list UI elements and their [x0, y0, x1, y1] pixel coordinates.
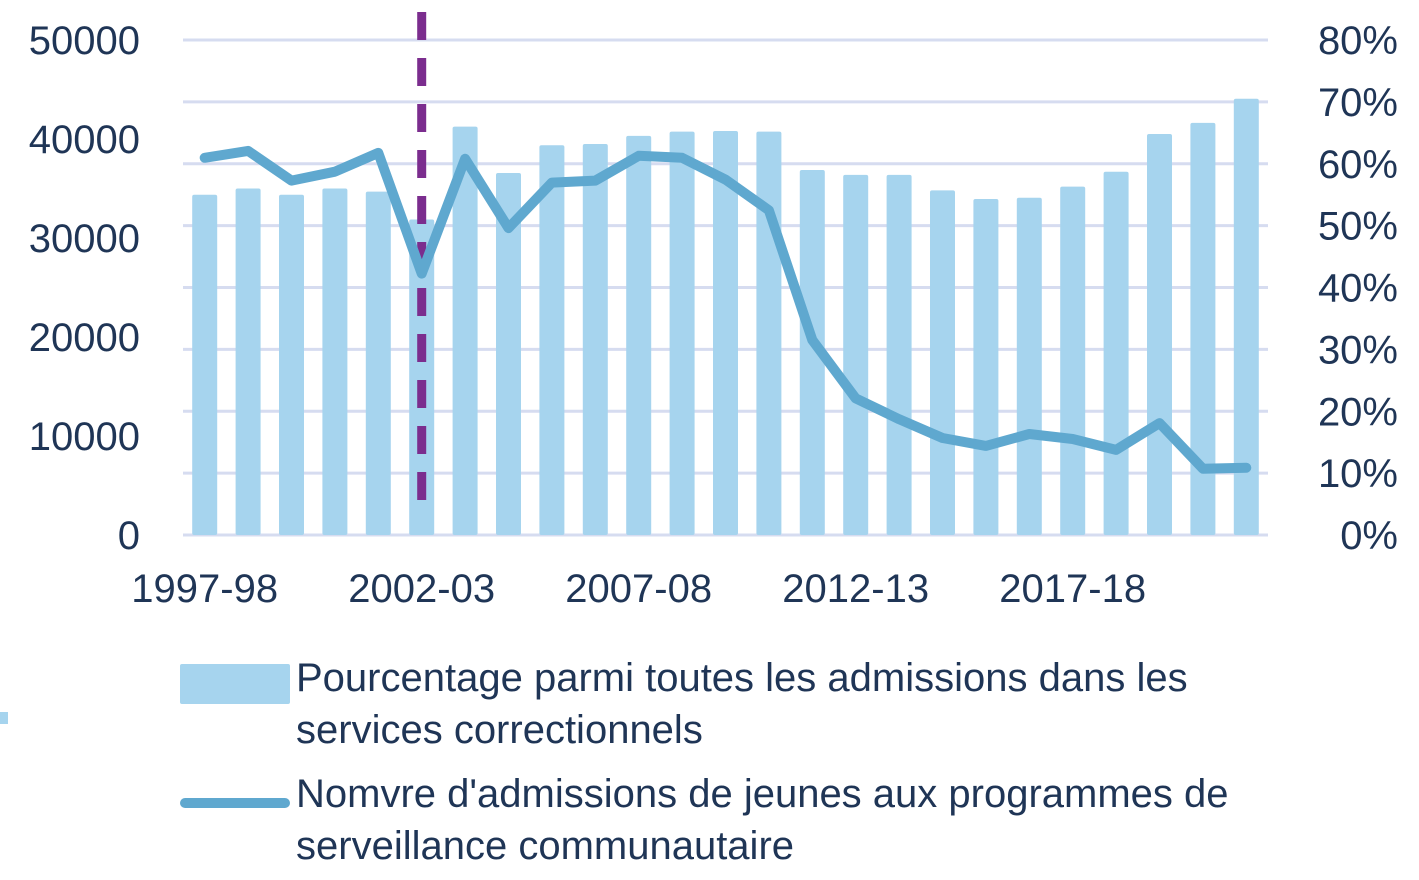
- legend-swatch-bar: [180, 664, 290, 704]
- bar: [886, 174, 912, 535]
- bar: [235, 188, 261, 535]
- bar: [539, 145, 565, 535]
- bar: [409, 219, 435, 535]
- bar: [713, 130, 738, 536]
- x-tick-label: 2012-13: [782, 567, 929, 611]
- bar: [1190, 122, 1216, 535]
- decorative-mark: [0, 712, 8, 724]
- bar: [669, 131, 695, 535]
- y-right-tick-label: 50%: [1318, 205, 1398, 249]
- bar: [192, 194, 218, 535]
- legend: Pourcentage parmi toutes les admissions …: [0, 640, 1419, 880]
- y-right-tick-label: 10%: [1318, 452, 1398, 496]
- bar-series: [192, 98, 1259, 536]
- bar: [1016, 197, 1042, 535]
- y-left-tick-label: 20000: [29, 316, 140, 360]
- legend-item-line: Nomvre d'admissions de jeunes aux progra…: [180, 768, 1326, 872]
- y-right-tick-label: 30%: [1318, 328, 1398, 372]
- bar: [496, 173, 521, 535]
- y-axis-left: 0 10000 20000 30000 40000 50000: [29, 19, 140, 558]
- bar: [973, 199, 999, 536]
- x-axis: 1997-98 2002-03 2007-08 2012-13 2017-18: [131, 567, 1146, 611]
- bar: [799, 169, 825, 535]
- y-axis-right: 0% 10% 20% 30% 40% 50% 60% 70% 80%: [1318, 19, 1398, 558]
- bar: [322, 188, 348, 535]
- y-left-tick-label: 10000: [29, 415, 140, 459]
- legend-label-bars: Pourcentage parmi toutes les admissions …: [296, 656, 1188, 752]
- legend-swatch-line: [180, 798, 290, 808]
- line-series: [199, 145, 1252, 474]
- y-right-tick-label: 80%: [1318, 19, 1398, 63]
- bar: [843, 174, 869, 535]
- bar: [626, 135, 652, 535]
- bar: [1103, 171, 1129, 535]
- bar: [582, 143, 608, 535]
- bar: [365, 191, 391, 535]
- legend-item-bars: Pourcentage parmi toutes les admissions …: [180, 652, 1326, 756]
- chart: 0 10000 20000 30000 40000 50000 0% 10% 20% 30% 40…: [29, 12, 1398, 611]
- y-left-tick-label: 40000: [29, 118, 140, 162]
- y-right-tick-label: 70%: [1318, 81, 1398, 125]
- y-right-tick-label: 20%: [1318, 390, 1398, 434]
- bar: [1233, 98, 1259, 535]
- y-right-tick-label: 60%: [1318, 143, 1398, 187]
- y-left-tick-label: 30000: [29, 217, 140, 261]
- bar: [279, 194, 304, 535]
- bar: [930, 190, 955, 535]
- x-tick-label: 2002-03: [348, 567, 495, 611]
- bar: [1147, 134, 1172, 536]
- y-right-tick-label: 40%: [1318, 267, 1398, 311]
- y-right-tick-label: 0%: [1340, 514, 1398, 558]
- bar: [1060, 186, 1086, 536]
- x-tick-label: 2017-18: [999, 567, 1146, 611]
- x-tick-label: 2007-08: [565, 567, 712, 611]
- bar: [452, 126, 478, 535]
- y-left-tick-label: 50000: [29, 19, 140, 63]
- legend-label-line: Nomvre d'admissions de jeunes aux progra…: [296, 772, 1229, 868]
- bar: [756, 131, 782, 535]
- series-line: [199, 145, 1252, 474]
- y-left-tick-label: 0: [118, 514, 140, 558]
- x-tick-label: 1997-98: [131, 567, 278, 611]
